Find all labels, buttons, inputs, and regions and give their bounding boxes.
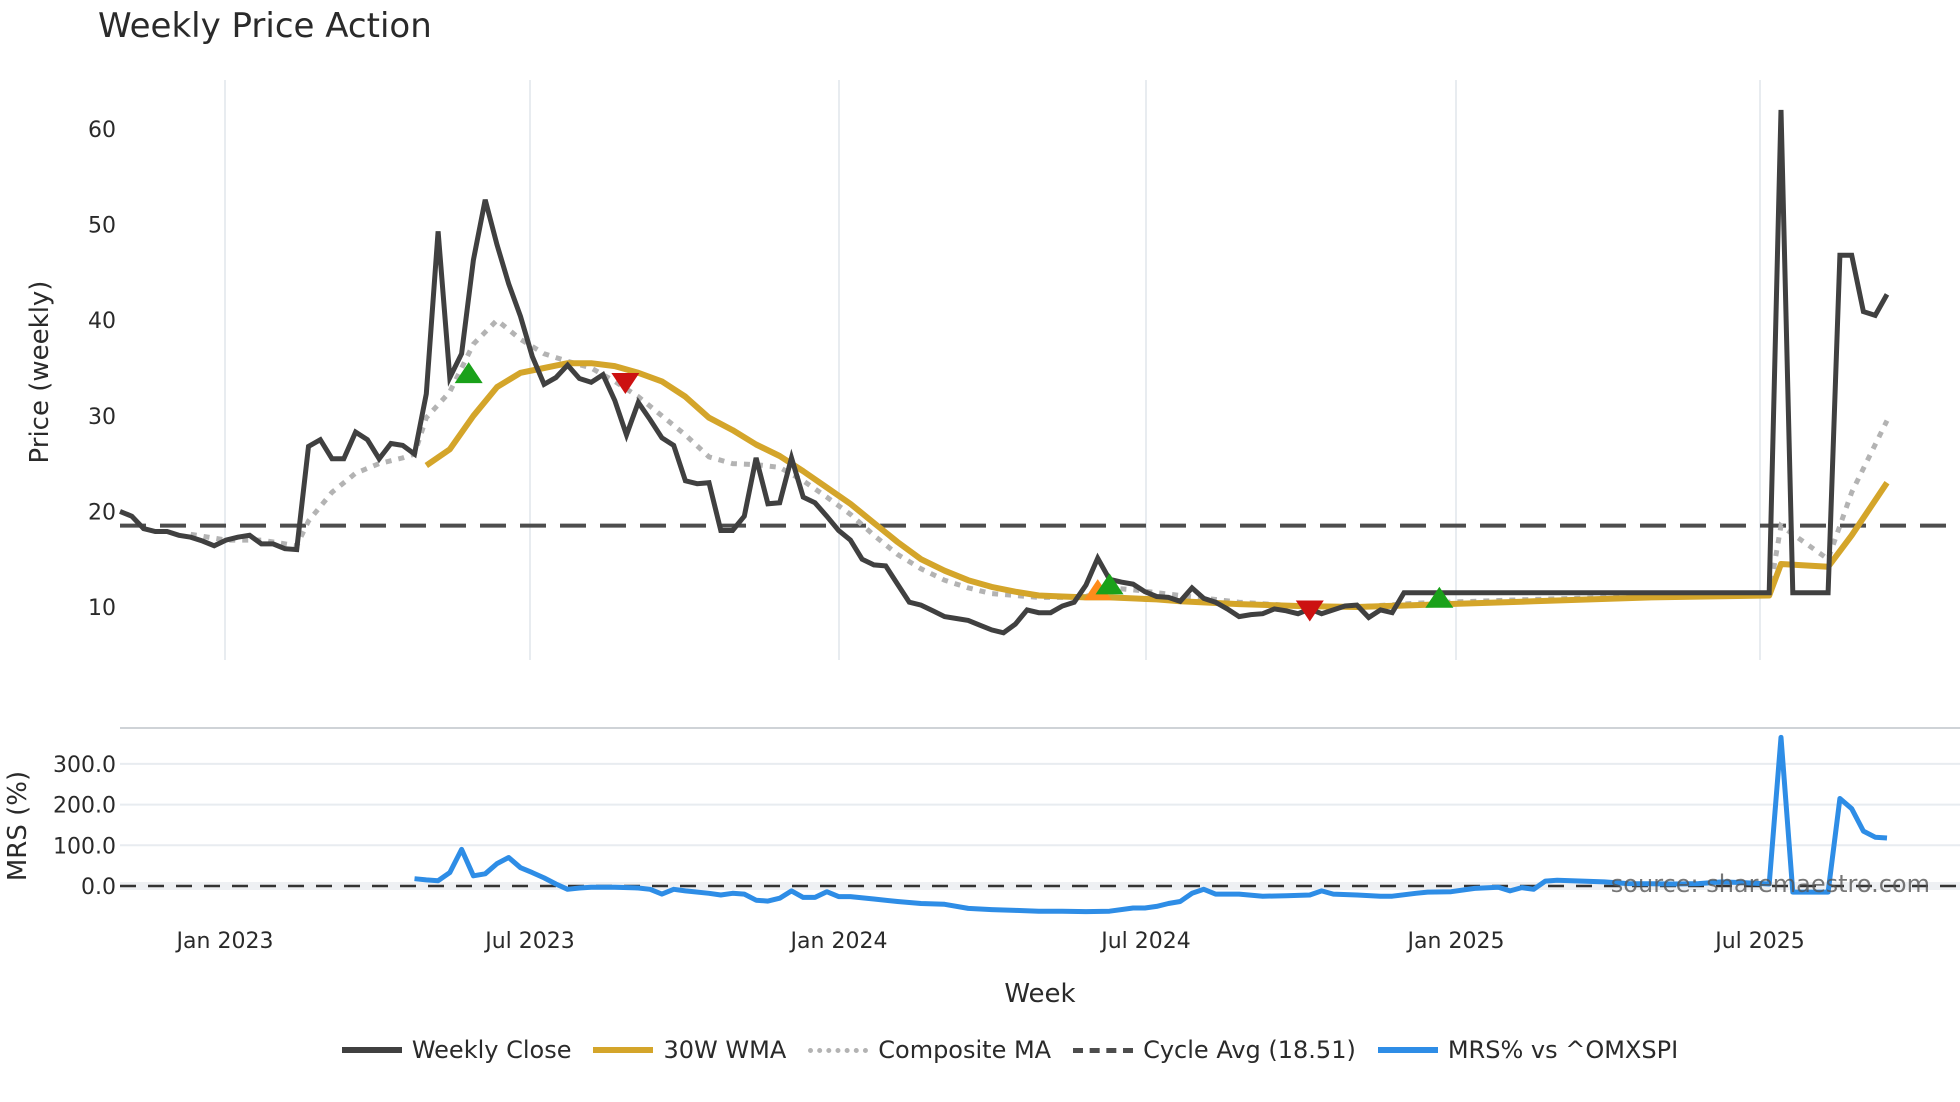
legend-swatch-icon [1073, 1047, 1134, 1053]
mrs-y-tick-label: 100.0 [53, 834, 116, 859]
legend-item-mrs[interactable]: MRS% vs ^OMXSPI [1377, 1036, 1679, 1064]
price-y-axis-title: Price (weekly) [25, 281, 55, 464]
legend-label: 30W WMA [663, 1036, 787, 1064]
legend-label: Composite MA [878, 1036, 1052, 1064]
legend-label: MRS% vs ^OMXSPI [1447, 1036, 1679, 1064]
x-tick-label: Jul 2023 [483, 929, 575, 954]
buy-signal-marker-icon [1425, 586, 1454, 608]
sell-signal-marker-icon [1295, 600, 1324, 622]
composite-ma-line [190, 316, 1890, 610]
mrs-y-ticks: 0.0 100.0 200.0 300.0 [53, 753, 116, 900]
x-tick-label: Jan 2023 [175, 929, 274, 954]
y-tick-label: 40 [88, 309, 116, 334]
legend-swatch-icon [1377, 1047, 1438, 1053]
mrs-y-tick-label: 200.0 [53, 794, 116, 819]
y-tick-label: 60 [88, 118, 116, 143]
legend-label: Weekly Close [411, 1036, 572, 1064]
x-tick-label: Jul 2025 [1713, 929, 1805, 954]
source-credit: source: sharemaestro.com [1611, 870, 1930, 898]
buy-signal-marker-icon [454, 362, 483, 384]
y-tick-label: 30 [88, 405, 116, 430]
legend-swatch-icon [341, 1047, 402, 1053]
x-tick-label: Jan 2025 [1406, 929, 1505, 954]
weekly-close-line [119, 109, 1890, 636]
chart-legend: Weekly Close 30W WMA Composite MA Cycle Avg… [0, 1036, 1960, 1064]
mrs-y-tick-label: 0.0 [81, 875, 116, 900]
mrs-y-tick-label: 300.0 [53, 753, 116, 778]
x-tick-label: Jan 2024 [789, 929, 888, 954]
legend-label: Cycle Avg (18.51) [1143, 1036, 1356, 1064]
legend-swatch-icon [593, 1047, 654, 1053]
y-tick-label: 10 [88, 596, 116, 621]
x-axis-ticks: Jan 2023 Jul 2023 Jan 2024 Jul 2024 Jan 2025… [175, 929, 1805, 954]
wma-line [424, 360, 1890, 610]
x-axis-title: Week [1004, 979, 1075, 1009]
legend-item-cycle-avg[interactable]: Cycle Avg (18.51) [1073, 1036, 1356, 1064]
signal-markers [454, 362, 1454, 622]
legend-item-wma[interactable]: 30W WMA [593, 1036, 786, 1064]
legend-item-composite[interactable]: Composite MA [808, 1036, 1051, 1064]
sell-signal-marker-icon [611, 372, 640, 394]
y-tick-label: 20 [88, 500, 116, 525]
price-y-ticks: 10 20 30 40 50 60 [88, 118, 116, 621]
mrs-grid [120, 762, 1960, 890]
chart-title: Weekly Price Action [98, 6, 432, 46]
legend-item-weekly-close[interactable]: Weekly Close [341, 1036, 572, 1064]
mrs-y-axis-title: MRS (%) [3, 771, 33, 881]
y-tick-label: 50 [88, 214, 116, 239]
x-tick-label: Jul 2024 [1099, 929, 1191, 954]
mrs-line [414, 734, 1888, 915]
warn-signal-marker-icon [1083, 579, 1112, 601]
buy-signal-marker-icon [1095, 573, 1124, 595]
legend-swatch-icon [808, 1047, 869, 1053]
